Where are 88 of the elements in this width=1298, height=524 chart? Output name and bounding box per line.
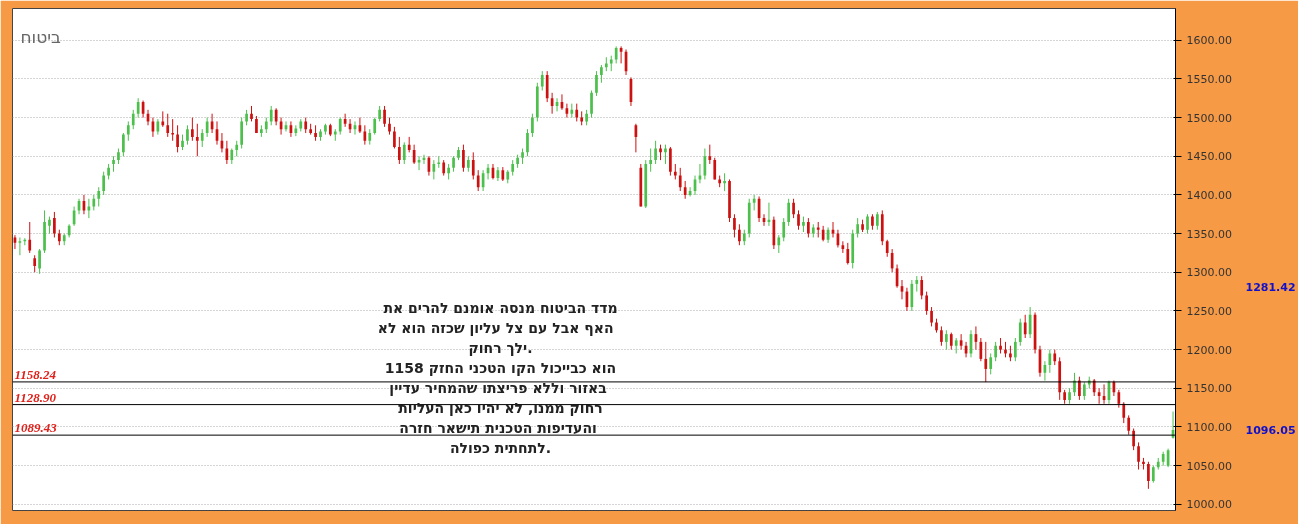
candlestick [269,105,273,126]
candlestick [471,151,475,180]
candlestick [797,209,800,231]
candlestick [1023,314,1027,339]
candlestick [126,120,130,142]
candlestick [856,217,859,238]
text: 1096.05 [1245,424,1296,438]
y-tick-label: 1250.00 [1186,304,1232,318]
candlestick [1013,337,1017,362]
candlestick [122,132,125,157]
candlestick [363,124,367,146]
y-tick-label: 1100.00 [1186,420,1232,434]
candlestick [989,352,993,375]
candlestick [1127,414,1131,436]
candlestick [191,117,194,142]
candlestick [1122,401,1126,424]
candlestick [925,291,928,316]
y-tick-label: 1300.00 [1186,266,1232,280]
candlestick [1137,441,1140,470]
candlestick [205,117,209,138]
candlestick [940,325,943,347]
candlestick [462,144,465,173]
candlestick [787,198,791,227]
candlestick [920,275,924,300]
candlestick [186,124,189,146]
candlestick [1048,349,1052,374]
candlestick [171,118,175,142]
candlestick [18,236,22,256]
candlestick [944,329,948,351]
candlestick [1132,428,1135,451]
candlestick [649,148,653,173]
text: 1281.42 [1245,280,1296,294]
candlestick [590,89,593,119]
y-tick-label: 1200.00 [1186,343,1232,357]
ref-line-label: 1089.43 [14,420,58,436]
candlestick [846,242,850,266]
y-tick-label: 1550.00 [1186,72,1232,86]
candlestick [782,217,786,242]
candlestick [910,279,914,312]
candlestick [402,141,406,165]
y-tick-label: 1450.00 [1186,150,1232,164]
candlestick [930,306,933,327]
candlestick [738,223,741,246]
candlestick [136,97,140,119]
candlestick [526,128,529,157]
candlestick [1018,318,1022,347]
y-tick-label: 1600.00 [1186,34,1232,48]
text: ביטוח [20,26,62,47]
candlestick [866,213,869,235]
candlestick [38,248,41,275]
candlestick [397,136,401,165]
candlestick [166,113,170,138]
candlestick [984,341,988,383]
candlestick [979,337,983,362]
candlestick [678,167,682,192]
candlestick [102,171,106,196]
candlestick [807,217,810,238]
y-tick-label: 1000.00 [1186,498,1232,512]
candlestick [1147,461,1150,490]
candlestick [664,144,667,165]
y-tick-label: 1350.00 [1186,227,1232,241]
candlestick [540,70,544,91]
candlestick [994,341,997,362]
candlestick [383,105,386,128]
y-tick-label: 1400.00 [1186,188,1232,202]
candlestick [240,117,244,149]
candlestick [733,213,736,238]
y-tick-label: 1500.00 [1186,111,1232,125]
candlestick [669,146,672,177]
candlestick [432,159,436,180]
ref-line-label: 1128.90 [14,389,57,405]
candlestick [195,123,199,157]
candlestick [595,70,598,97]
candlestick [393,126,396,149]
candlestick [53,211,56,238]
candlestick [176,124,179,153]
candlestick [131,109,135,130]
ref-line-label: 1158.24 [14,366,57,382]
candlestick [545,70,549,103]
candlestick [654,140,657,165]
candlestick [476,169,480,192]
y-tick-label: 1150.00 [1186,382,1232,396]
y-tick-label: 1050.00 [1186,459,1232,473]
candlestick [28,221,32,254]
candlestick [792,198,795,219]
candlestick [531,113,534,138]
candlestick [708,144,712,165]
candlestick [97,186,101,208]
